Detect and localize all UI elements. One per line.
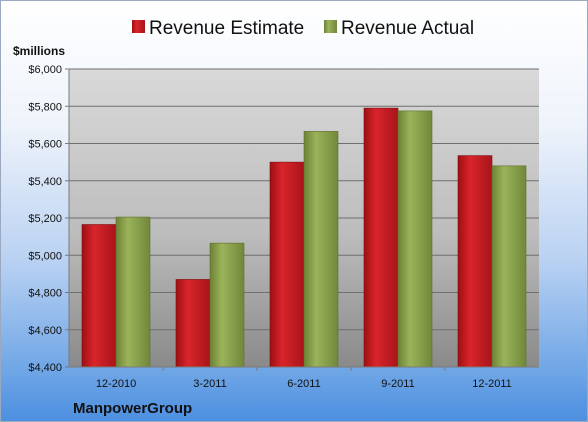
legend-swatch-revenue-actual bbox=[324, 20, 337, 33]
y-tick-label: $4,600 bbox=[28, 325, 62, 337]
bar-revenue-actual-12-2010 bbox=[115, 216, 151, 368]
bars bbox=[81, 107, 527, 368]
bar-revenue-estimate-12-2011 bbox=[457, 155, 493, 368]
y-axis-unit-label: $millions bbox=[13, 44, 65, 58]
bar-revenue-estimate-9-2011 bbox=[363, 107, 399, 368]
bar-revenue-estimate-12-2010 bbox=[81, 224, 117, 368]
y-axis-ticks: $4,400 $4,600 $4,800 $5,000 $5,200 $5,400 $5,6… bbox=[28, 64, 69, 374]
x-tick-label: 12-2011 bbox=[472, 378, 512, 390]
bar-revenue-estimate-3-2011 bbox=[175, 279, 211, 368]
bar-revenue-actual-3-2011 bbox=[209, 242, 245, 368]
y-tick-label: $6,000 bbox=[28, 64, 62, 76]
company-name: ManpowerGroup bbox=[73, 400, 192, 417]
bar-revenue-actual-6-2011 bbox=[303, 131, 339, 368]
y-tick-label: $4,800 bbox=[28, 288, 62, 300]
legend-swatch-revenue-estimate bbox=[132, 20, 145, 33]
legend-label-revenue-estimate: Revenue Estimate bbox=[149, 18, 304, 39]
y-tick-label: $5,200 bbox=[28, 213, 62, 225]
legend: Revenue Estimate Revenue Actual bbox=[132, 18, 474, 39]
x-tick-label: 9-2011 bbox=[381, 378, 414, 390]
x-tick-label: 12-2010 bbox=[96, 378, 136, 390]
y-tick-label: $4,400 bbox=[28, 362, 62, 374]
bar-revenue-actual-12-2011 bbox=[491, 165, 527, 368]
y-tick-label: $5,400 bbox=[28, 176, 62, 188]
bar-revenue-actual-9-2011 bbox=[397, 110, 433, 368]
x-axis-ticks: 12-2010 3-2011 6-2011 9-2011 12-2011 bbox=[96, 367, 512, 390]
y-tick-label: $5,600 bbox=[28, 139, 62, 151]
legend-label-revenue-actual: Revenue Actual bbox=[341, 18, 474, 39]
y-tick-label: $5,800 bbox=[28, 101, 62, 113]
bar-revenue-estimate-6-2011 bbox=[269, 161, 305, 368]
x-tick-label: 3-2011 bbox=[193, 378, 226, 390]
y-tick-label: $5,000 bbox=[28, 250, 62, 262]
x-tick-label: 6-2011 bbox=[287, 378, 320, 390]
